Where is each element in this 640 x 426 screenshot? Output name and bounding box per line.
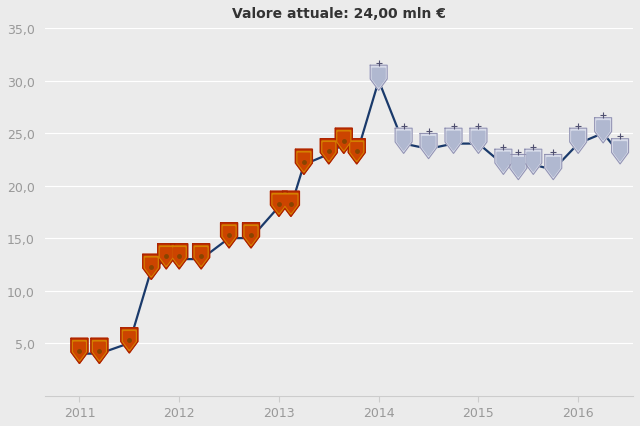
Polygon shape xyxy=(296,150,312,175)
Polygon shape xyxy=(298,154,310,171)
Polygon shape xyxy=(322,142,336,162)
Polygon shape xyxy=(172,246,186,267)
Polygon shape xyxy=(338,133,349,150)
Polygon shape xyxy=(285,196,297,213)
Polygon shape xyxy=(595,118,612,144)
Polygon shape xyxy=(195,248,207,265)
Polygon shape xyxy=(282,192,300,217)
Polygon shape xyxy=(372,69,385,88)
Polygon shape xyxy=(470,129,487,154)
Polygon shape xyxy=(284,194,298,215)
Polygon shape xyxy=(222,225,236,246)
Polygon shape xyxy=(445,129,462,154)
Polygon shape xyxy=(273,196,285,213)
Polygon shape xyxy=(525,150,542,175)
Polygon shape xyxy=(223,227,235,245)
Polygon shape xyxy=(161,248,172,265)
Polygon shape xyxy=(321,139,337,164)
Polygon shape xyxy=(121,328,138,353)
Polygon shape xyxy=(397,132,410,151)
Polygon shape xyxy=(612,139,628,164)
Polygon shape xyxy=(72,341,86,361)
Polygon shape xyxy=(420,134,437,159)
Polygon shape xyxy=(512,158,525,177)
Polygon shape xyxy=(527,153,540,172)
Polygon shape xyxy=(71,339,88,364)
Polygon shape xyxy=(145,259,157,276)
Polygon shape xyxy=(272,194,286,215)
Polygon shape xyxy=(545,155,562,180)
Polygon shape xyxy=(159,246,173,267)
Polygon shape xyxy=(348,139,365,164)
Polygon shape xyxy=(122,330,136,351)
Polygon shape xyxy=(157,244,175,269)
Polygon shape xyxy=(350,142,364,162)
Polygon shape xyxy=(351,144,362,161)
Polygon shape xyxy=(337,131,351,152)
Polygon shape xyxy=(495,150,512,175)
Polygon shape xyxy=(245,227,257,245)
Polygon shape xyxy=(193,244,210,269)
Polygon shape xyxy=(91,339,108,364)
Polygon shape xyxy=(596,121,609,141)
Polygon shape xyxy=(143,255,160,280)
Title: Valore attuale: 24,00 mln €: Valore attuale: 24,00 mln € xyxy=(232,7,445,21)
Polygon shape xyxy=(93,343,105,360)
Polygon shape xyxy=(422,137,435,156)
Polygon shape xyxy=(547,158,559,177)
Polygon shape xyxy=(171,244,188,269)
Polygon shape xyxy=(297,152,311,173)
Polygon shape xyxy=(173,248,185,265)
Polygon shape xyxy=(244,225,258,246)
Polygon shape xyxy=(335,129,352,154)
Polygon shape xyxy=(447,132,460,151)
Polygon shape xyxy=(472,132,485,151)
Polygon shape xyxy=(570,129,587,154)
Polygon shape xyxy=(243,223,260,248)
Polygon shape xyxy=(271,192,287,217)
Polygon shape xyxy=(221,223,237,248)
Polygon shape xyxy=(614,143,627,161)
Polygon shape xyxy=(510,155,527,180)
Polygon shape xyxy=(497,153,509,172)
Polygon shape xyxy=(92,341,106,361)
Polygon shape xyxy=(572,132,584,151)
Polygon shape xyxy=(74,343,85,360)
Polygon shape xyxy=(124,332,135,349)
Polygon shape xyxy=(144,257,158,278)
Polygon shape xyxy=(194,246,208,267)
Polygon shape xyxy=(370,66,387,91)
Polygon shape xyxy=(323,144,335,161)
Polygon shape xyxy=(395,129,412,154)
